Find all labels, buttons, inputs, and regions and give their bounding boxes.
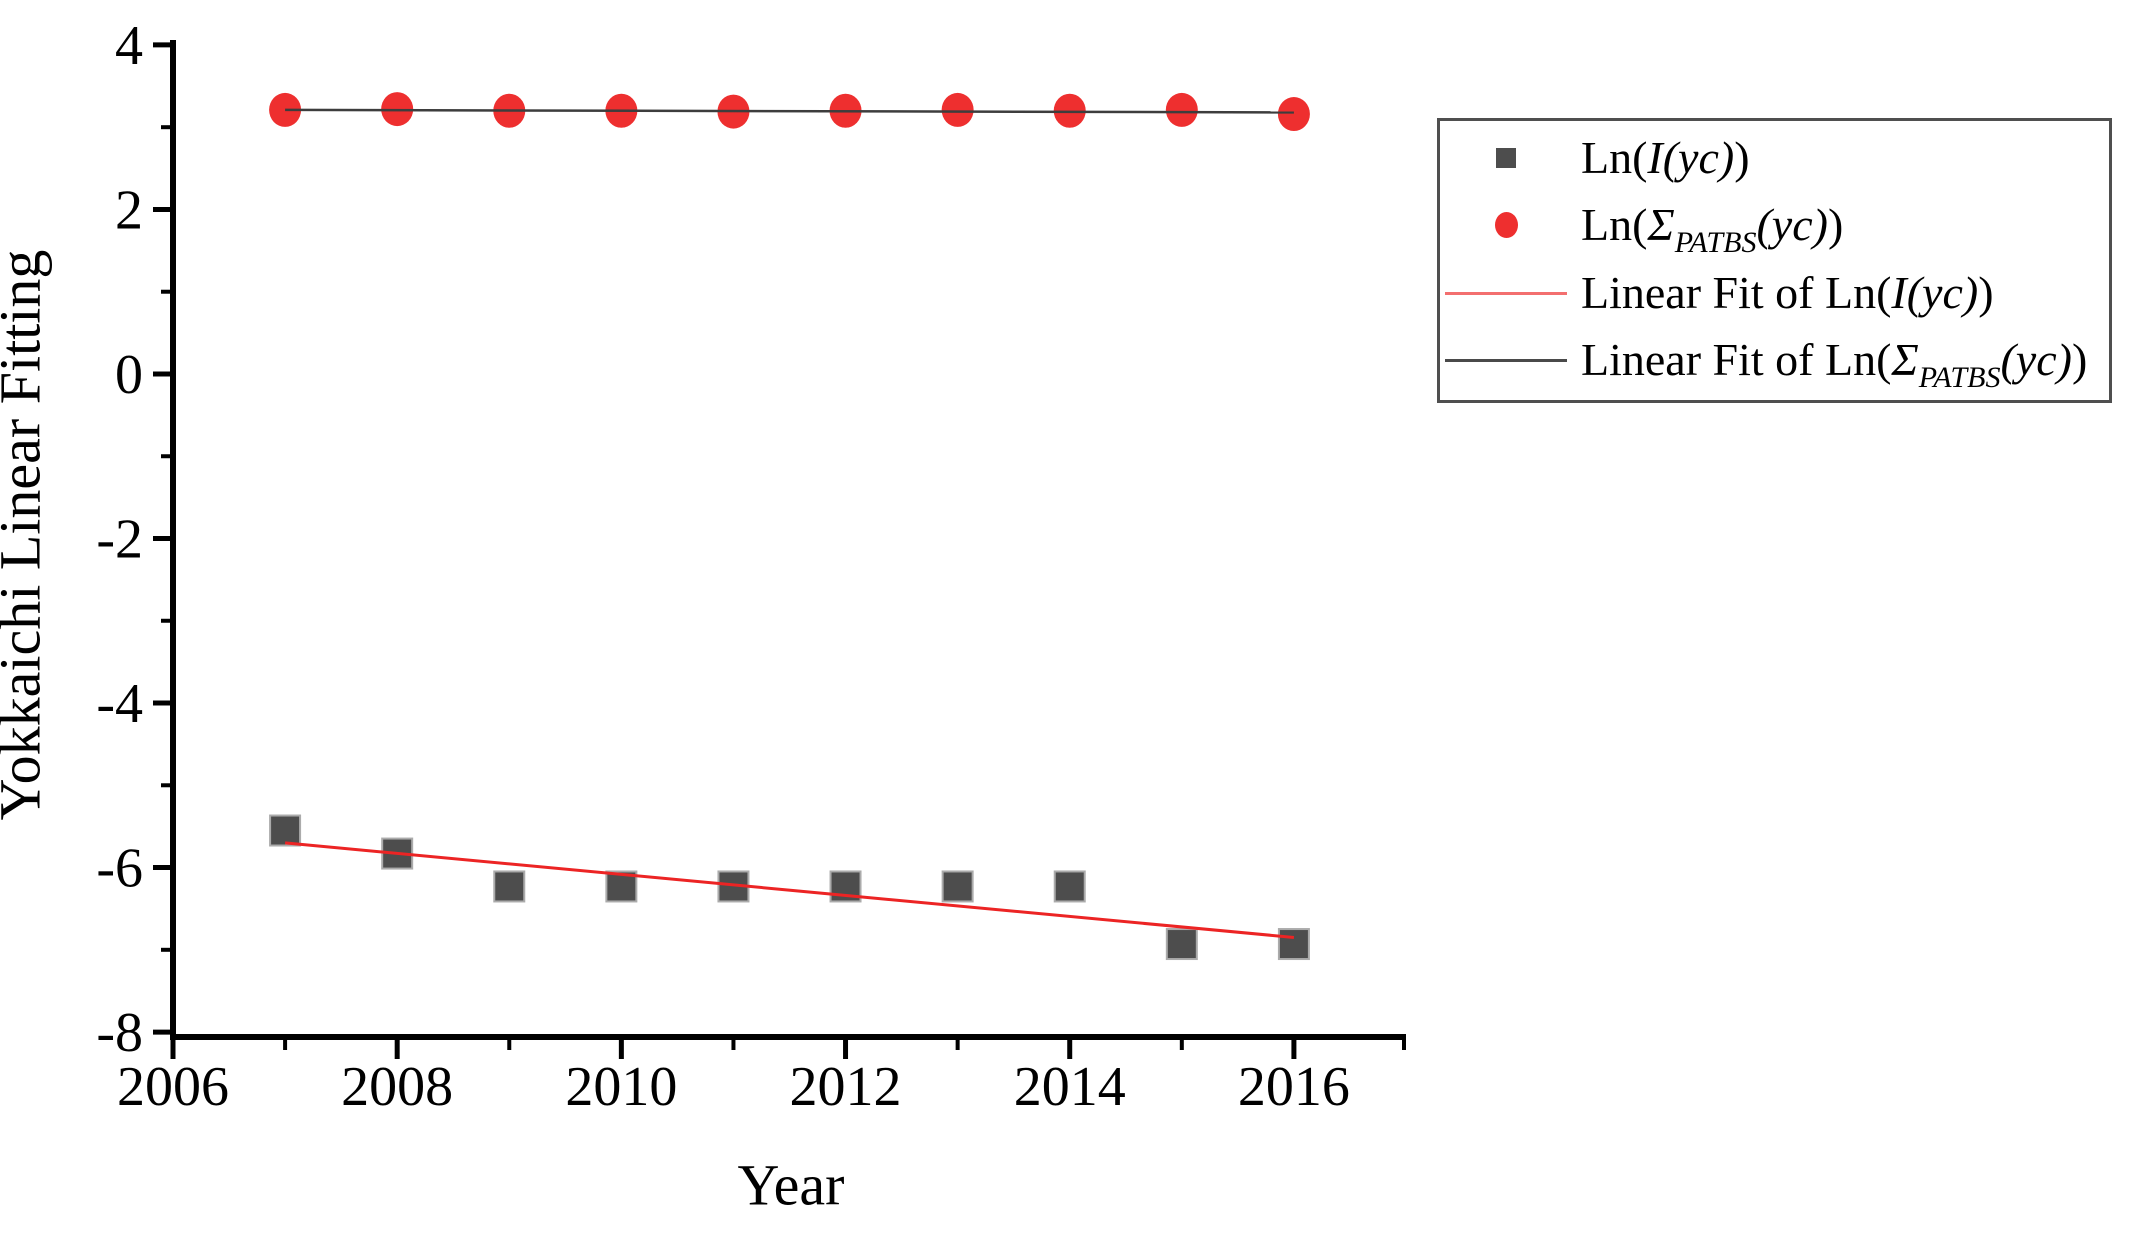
- y-tick-label: -2: [96, 509, 143, 571]
- y-tick-label: 4: [115, 15, 143, 77]
- legend-item: Linear Fit of Ln(I(yc)): [1440, 263, 2109, 323]
- fit-line-red: [284, 841, 1295, 939]
- legend: Ln(I(yc)) Ln(ΣPATBS(yc)) Linear Fit of Ln(…: [1437, 118, 2112, 403]
- scatter-point-square: [941, 870, 974, 903]
- x-axis-title: Year: [737, 1152, 845, 1218]
- x-tick-label: 2014: [1014, 1056, 1126, 1118]
- y-axis-title: Yokkaichi Linear Fitting: [0, 249, 53, 821]
- scatter-point-square: [1053, 870, 1086, 903]
- line-sample-icon: [1445, 292, 1567, 295]
- scatter-point-circle: [1165, 92, 1198, 127]
- fit-line-black: [285, 108, 1294, 114]
- legend-item: Linear Fit of Ln(ΣPATBS(yc)): [1440, 330, 2109, 394]
- legend-item-label: Linear Fit of Ln(I(yc)): [1581, 267, 1994, 318]
- scatter-point-circle: [941, 92, 974, 127]
- legend-line-sample-icon: [1440, 330, 1580, 390]
- x-tick-label: 2016: [1238, 1056, 1350, 1118]
- x-tick-label: 2006: [117, 1056, 229, 1118]
- x-tick-label: 2012: [790, 1056, 902, 1118]
- legend-circle-marker-icon: [1440, 195, 1580, 255]
- legend-square-marker-icon: [1440, 128, 1580, 188]
- legend-item: Ln(I(yc)): [1440, 128, 2109, 188]
- legend-item-label: Ln(I(yc)): [1581, 132, 1750, 183]
- x-tick-label: 2008: [341, 1056, 453, 1118]
- y-tick-label: 0: [115, 344, 143, 406]
- x-tick-label: 2010: [565, 1056, 677, 1118]
- y-tick-label: 2: [115, 179, 143, 241]
- y-tick-label: -4: [96, 673, 143, 735]
- scatter-point-circle: [1277, 97, 1310, 132]
- square-marker-icon: [1496, 148, 1516, 168]
- scatter-point-square: [493, 870, 526, 903]
- legend-item-label: Ln(ΣPATBS(yc)): [1581, 199, 1844, 259]
- scatter-point-square: [1165, 928, 1198, 961]
- y-tick-label: -6: [96, 838, 143, 900]
- legend-line-sample-icon: [1440, 263, 1580, 323]
- scatter-point-square: [1277, 928, 1310, 961]
- line-sample-icon: [1445, 359, 1567, 362]
- scatter-point-square: [269, 814, 302, 847]
- legend-item: Ln(ΣPATBS(yc)): [1440, 195, 2109, 259]
- circle-marker-icon: [1495, 212, 1518, 238]
- y-tick-label: -8: [96, 1002, 143, 1064]
- legend-item-label: Linear Fit of Ln(ΣPATBS(yc)): [1581, 334, 2088, 394]
